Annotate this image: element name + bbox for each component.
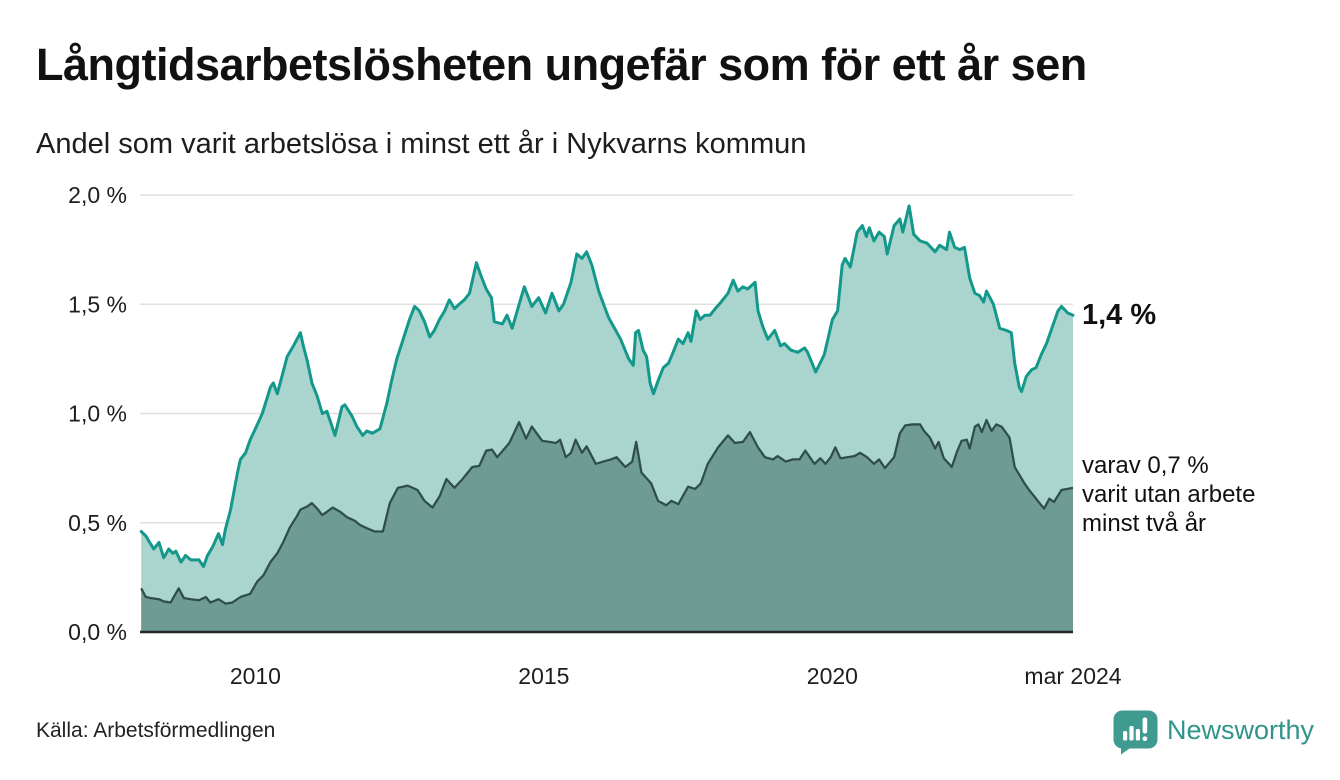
y-axis-tick-label: 1,5 % <box>68 291 127 317</box>
secondary-value-line: minst två år <box>1082 510 1207 537</box>
y-axis-tick-label: 2,0 % <box>68 182 127 208</box>
latest-value-label: 1,4 % <box>1082 299 1157 331</box>
secondary-value-label: varav 0,7 % varit utan arbete minst två … <box>1082 451 1255 538</box>
y-axis-tick-label: 0,0 % <box>68 619 127 645</box>
y-axis-tick-label: 1,0 % <box>68 401 127 427</box>
x-axis-tick-label: 2010 <box>230 663 281 689</box>
page-title: Långtidsarbetslösheten ungefär som för e… <box>36 39 1087 90</box>
secondary-value-line: varit utan arbete <box>1082 481 1256 508</box>
newsworthy-wordmark: Newsworthy <box>1167 715 1315 745</box>
y-axis-tick-label: 0,5 % <box>68 510 127 536</box>
newsworthy-logo: Newsworthy <box>1113 710 1314 761</box>
secondary-value-line: varav 0,7 % <box>1082 452 1209 479</box>
series-line-minst-ett-ar <box>139 204 1075 568</box>
bar-chart-speech-bubble-icon <box>1113 710 1158 761</box>
series-line-minst-tva-ar <box>140 418 1074 605</box>
source-note: Källa: Arbetsförmedlingen <box>36 719 276 742</box>
x-axis-tick-label: mar 2024 <box>1024 663 1121 689</box>
chart-subtitle: Andel som varit arbetslösa i minst ett å… <box>36 128 807 160</box>
x-axis-tick-label: 2020 <box>807 663 858 689</box>
series-area-minst-tva-ar <box>141 420 1073 632</box>
x-axis-tick-label: 2015 <box>518 663 569 689</box>
